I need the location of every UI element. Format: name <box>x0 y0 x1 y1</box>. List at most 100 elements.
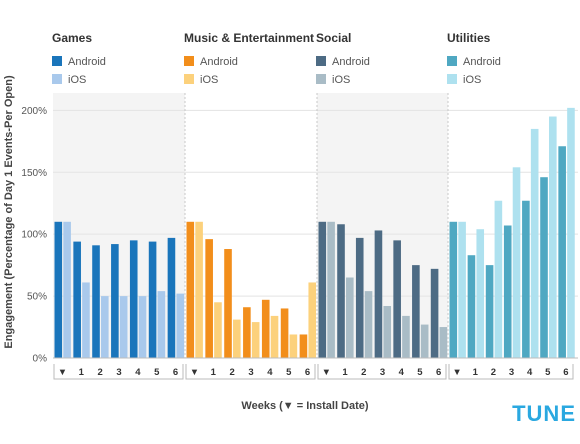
bar <box>224 249 232 358</box>
x-tick-label: 2 <box>491 367 496 378</box>
legend-label: iOS <box>332 74 350 86</box>
legend-label: iOS <box>68 74 86 86</box>
bar <box>205 239 213 358</box>
bar <box>439 327 448 358</box>
bar <box>567 107 575 359</box>
bars <box>54 107 575 359</box>
bar <box>467 255 476 358</box>
legend-group-title: Social <box>316 31 351 45</box>
x-tick-label: 3 <box>248 367 253 378</box>
bar <box>251 322 260 358</box>
bar <box>558 146 566 358</box>
x-tick-label: 4 <box>135 367 141 378</box>
y-tick-label: 200% <box>21 106 47 117</box>
panel-bracket <box>185 364 316 380</box>
x-tick-label: 3 <box>509 367 514 378</box>
x-tick-label: 6 <box>305 367 310 378</box>
bar <box>243 307 251 358</box>
x-tick-label: ▼ <box>452 367 461 378</box>
x-tick-label: 1 <box>342 367 348 378</box>
legend-swatch <box>447 74 457 84</box>
panel-bracket <box>53 364 184 380</box>
legend-swatch <box>447 56 457 66</box>
bar <box>364 291 373 358</box>
x-tick-label: 2 <box>361 367 366 378</box>
bar <box>449 221 458 358</box>
bar <box>186 221 195 358</box>
bar <box>214 302 222 358</box>
x-tick-label: 5 <box>286 367 292 378</box>
legend-swatch <box>316 56 326 66</box>
y-tick-label: 100% <box>21 230 47 241</box>
legend-label: Android <box>68 56 106 68</box>
bar <box>299 334 308 358</box>
bar <box>476 229 485 358</box>
x-tick-label: 4 <box>267 367 273 378</box>
bar <box>82 282 90 358</box>
legend-swatch <box>52 74 62 84</box>
x-tick-label: 5 <box>545 367 551 378</box>
legend-swatch <box>316 74 326 84</box>
x-tick-label: 2 <box>97 367 102 378</box>
bar <box>54 221 63 358</box>
bar <box>129 240 138 358</box>
bar <box>420 324 429 358</box>
bar <box>138 296 147 358</box>
x-tick-label: 1 <box>211 367 217 378</box>
bar <box>233 319 241 358</box>
bar <box>157 291 166 358</box>
x-tick-label: 6 <box>173 367 178 378</box>
bar <box>530 128 539 358</box>
x-tick-label: 1 <box>79 367 85 378</box>
bar <box>430 268 439 358</box>
bar <box>402 315 410 358</box>
bar <box>308 282 317 358</box>
bar <box>327 221 335 358</box>
bar <box>458 221 466 358</box>
x-tick-label: 5 <box>417 367 423 378</box>
legend-swatch <box>52 56 62 66</box>
y-tick-label: 50% <box>27 292 47 303</box>
bar <box>92 245 100 358</box>
bar <box>549 116 557 358</box>
bar <box>261 299 270 358</box>
bar <box>318 221 327 358</box>
y-tick-label: 0% <box>33 354 48 365</box>
x-tick-label: 2 <box>229 367 234 378</box>
bar <box>101 296 109 358</box>
panel-bracket <box>317 364 447 380</box>
x-tick-label: 4 <box>399 367 405 378</box>
bar <box>355 237 364 358</box>
bar <box>111 244 119 358</box>
bar <box>393 240 401 358</box>
legend-swatch <box>184 74 194 84</box>
bar <box>374 230 383 358</box>
x-tick-label: 3 <box>380 367 385 378</box>
bar <box>63 221 71 358</box>
legend-swatch <box>184 56 194 66</box>
legend-label: iOS <box>463 74 481 86</box>
bar <box>195 221 203 358</box>
y-axis-title: Engagement (Percentage of Day 1 Events-P… <box>3 75 15 349</box>
legend-label: Android <box>332 56 370 68</box>
bar <box>346 277 354 358</box>
panel-bracket <box>448 364 574 380</box>
x-tick-label: 3 <box>116 367 121 378</box>
bar <box>289 334 298 358</box>
x-tick-label: 1 <box>473 367 479 378</box>
panel-background <box>53 93 185 358</box>
legend-group-title: Utilities <box>447 31 491 45</box>
bar <box>485 265 494 358</box>
bar <box>503 225 512 358</box>
x-tick-label: 6 <box>436 367 441 378</box>
bar <box>73 241 81 358</box>
bar <box>167 237 176 358</box>
y-tick-label: 150% <box>21 168 47 179</box>
bar <box>280 308 289 358</box>
bar <box>148 241 157 358</box>
axes: 0% 50% 100% 150% 200% ▼ 1 2 3 4 5 6 ▼ 1 2 3 4 5 6 ▼ 1 2 3 4 5 6 ▼ 1… <box>21 93 578 380</box>
bar <box>176 293 185 358</box>
x-tick-label: 5 <box>154 367 160 378</box>
panel-background <box>317 93 448 358</box>
